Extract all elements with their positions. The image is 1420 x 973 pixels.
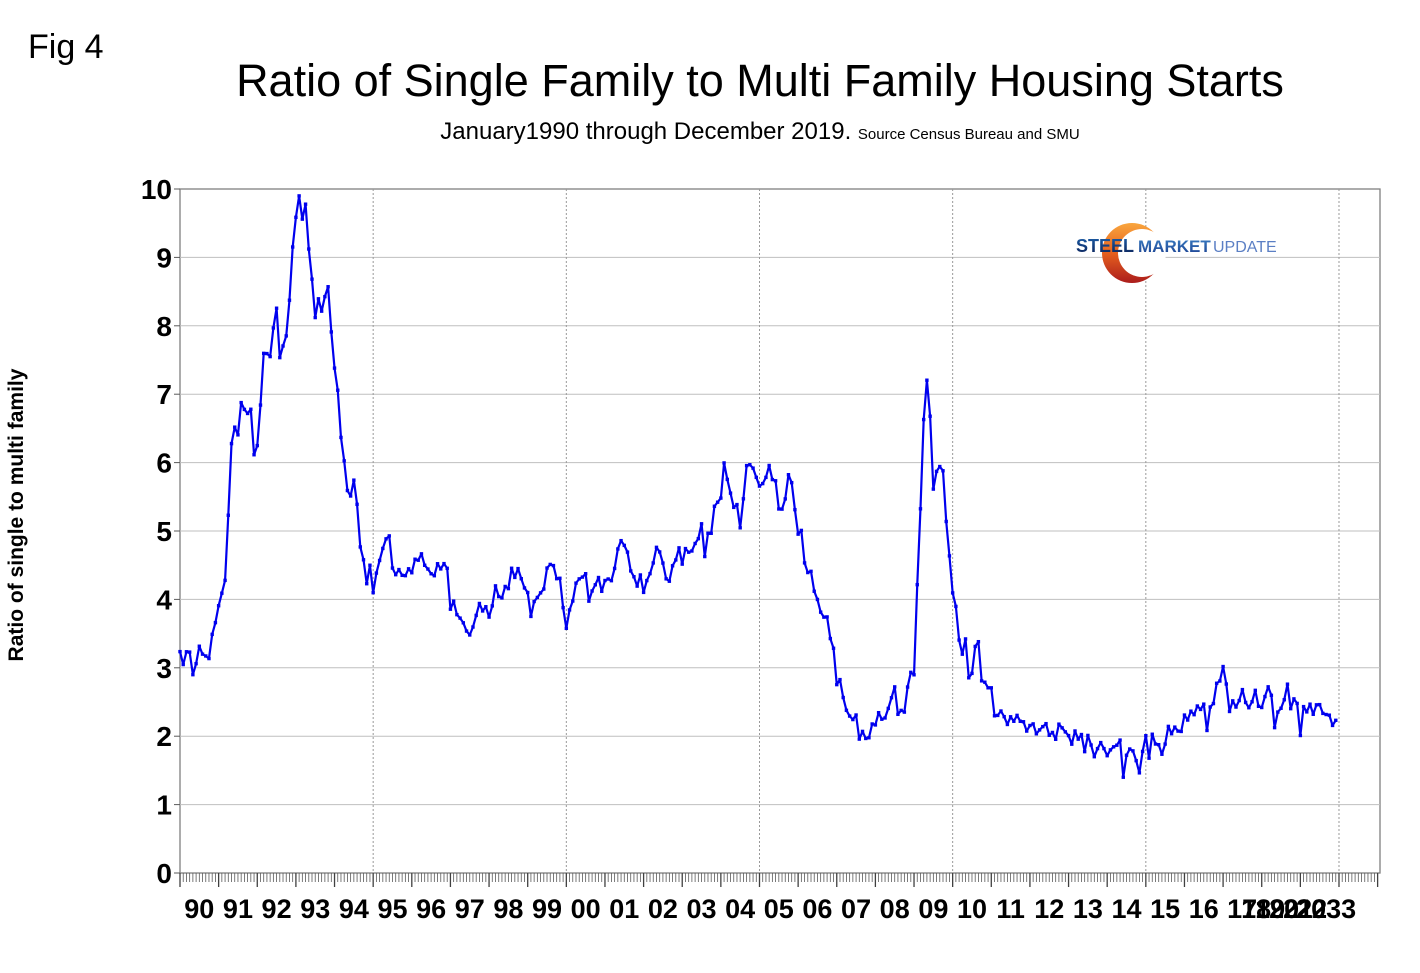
svg-text:MARKET: MARKET xyxy=(1138,237,1211,256)
svg-text:13: 13 xyxy=(1073,894,1103,924)
svg-text:1: 1 xyxy=(156,790,172,821)
svg-text:10: 10 xyxy=(957,894,987,924)
svg-text:8: 8 xyxy=(156,311,172,342)
svg-text:02: 02 xyxy=(648,894,678,924)
svg-text:97: 97 xyxy=(455,894,485,924)
svg-text:UPDATE: UPDATE xyxy=(1213,239,1277,256)
svg-text:0: 0 xyxy=(156,858,172,889)
svg-text:92: 92 xyxy=(262,894,292,924)
svg-text:6: 6 xyxy=(156,448,172,479)
svg-text:93: 93 xyxy=(300,894,330,924)
svg-text:10: 10 xyxy=(141,174,172,205)
svg-text:3: 3 xyxy=(156,653,172,684)
svg-text:09: 09 xyxy=(918,894,948,924)
svg-text:9: 9 xyxy=(156,242,172,273)
svg-text:11: 11 xyxy=(996,894,1025,924)
svg-text:15: 15 xyxy=(1150,894,1180,924)
svg-text:5: 5 xyxy=(156,516,172,547)
svg-text:94: 94 xyxy=(339,894,369,924)
svg-text:7: 7 xyxy=(156,379,172,410)
svg-text:90: 90 xyxy=(184,894,214,924)
svg-text:95: 95 xyxy=(377,894,407,924)
svg-text:03: 03 xyxy=(687,894,717,924)
svg-text:00: 00 xyxy=(571,894,601,924)
svg-text:16: 16 xyxy=(1189,894,1219,924)
svg-text:98: 98 xyxy=(493,894,523,924)
svg-text:08: 08 xyxy=(880,894,910,924)
svg-text:91: 91 xyxy=(223,894,253,924)
svg-text:07: 07 xyxy=(841,894,871,924)
svg-text:04: 04 xyxy=(725,894,755,924)
svg-text:06: 06 xyxy=(802,894,832,924)
svg-text:4: 4 xyxy=(156,584,172,615)
svg-text:2033: 2033 xyxy=(1296,894,1356,924)
svg-text:05: 05 xyxy=(764,894,794,924)
svg-text:12: 12 xyxy=(1034,894,1064,924)
svg-text:14: 14 xyxy=(1111,894,1141,924)
svg-text:2: 2 xyxy=(156,721,172,752)
svg-text:96: 96 xyxy=(416,894,446,924)
svg-text:STEEL: STEEL xyxy=(1076,236,1134,256)
svg-text:01: 01 xyxy=(609,894,639,924)
svg-text:99: 99 xyxy=(532,894,562,924)
